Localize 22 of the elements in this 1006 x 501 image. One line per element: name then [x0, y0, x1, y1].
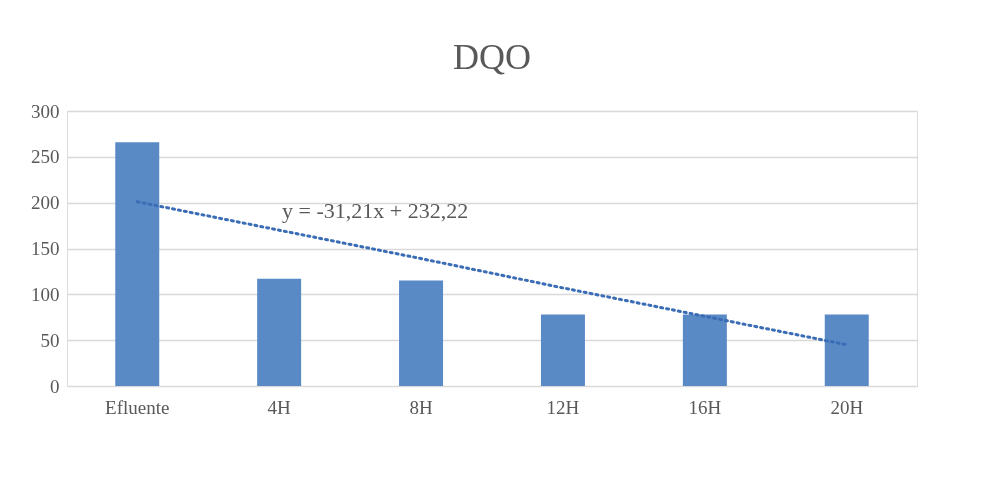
y-tick-label: 0 — [50, 375, 60, 397]
y-tick-label: 150 — [31, 238, 60, 259]
x-tick-label: Efluente — [105, 396, 170, 418]
chart-title: DQO — [453, 37, 531, 77]
x-tick-label: 20H — [830, 396, 864, 418]
x-tick-label: 16H — [688, 396, 722, 418]
bar — [540, 314, 585, 386]
bar — [257, 278, 302, 386]
y-tick-label: 50 — [40, 329, 60, 351]
x-tick-label: 4H — [267, 396, 292, 418]
y-tick-label: 200 — [31, 192, 60, 214]
annotation: y = -31,21x + 232,22 — [282, 198, 469, 223]
y-tick-label: 250 — [31, 146, 60, 168]
x-tick-label: 12H — [546, 396, 580, 418]
y-tick-label: 100 — [31, 283, 60, 305]
x-tick-label: 8H — [409, 396, 433, 418]
y-tick-label: 300 — [31, 100, 60, 122]
bar — [682, 314, 727, 386]
bar — [824, 314, 869, 386]
bar — [399, 280, 444, 386]
line-series — [135, 200, 849, 347]
bar — [115, 142, 160, 386]
